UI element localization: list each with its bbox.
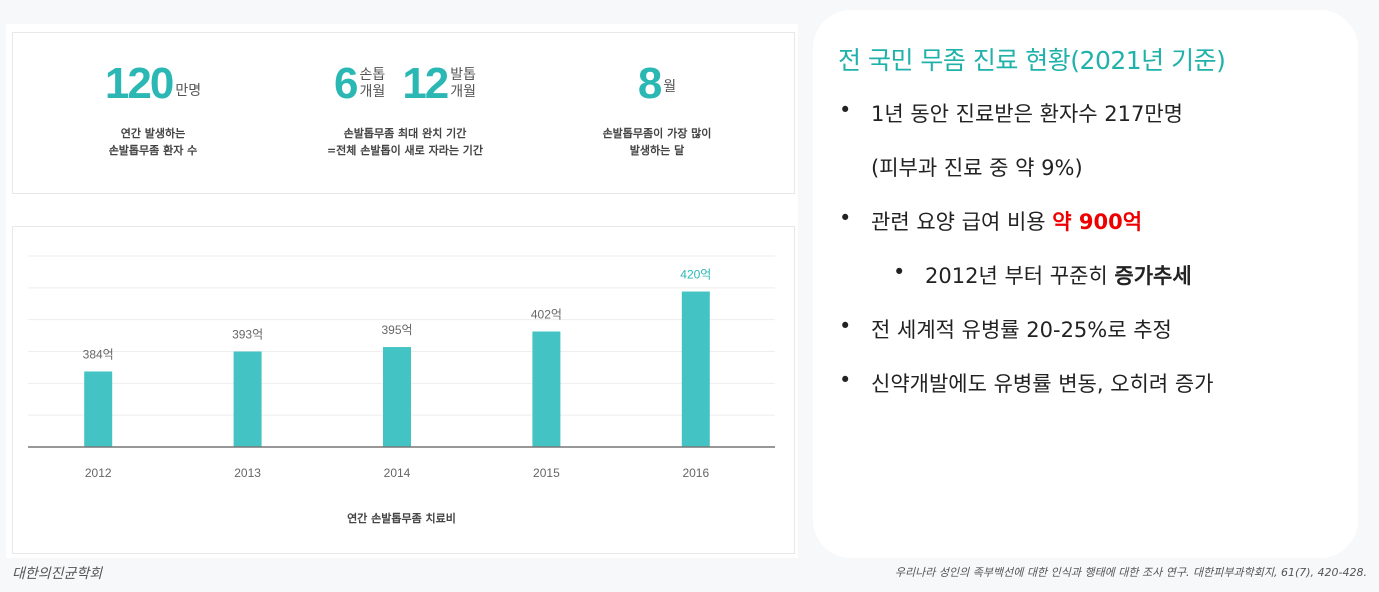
stat-unit: 손톱 (359, 67, 386, 83)
bullet-cost: • 관련 요양 급여 비용 약 900억 (839, 206, 1143, 236)
x-tick-label: 2013 (234, 466, 261, 480)
data-label: 384억 (83, 347, 114, 361)
bullet-text: 전 세계적 유병률 20-25%로 추정 (871, 318, 1172, 342)
bullet-icon: • (839, 368, 852, 392)
stat-unit: 개월 (450, 84, 477, 100)
stat-number: 8 (637, 59, 663, 108)
bullet-text: (피부과 진료 중 약 9%) (871, 156, 1083, 180)
stat-desc: 연간 발생하는 (120, 127, 186, 140)
stat-unit: 만명 (175, 82, 202, 99)
bullet-text: 1년 동안 진료받은 환자수 217만명 (871, 102, 1183, 126)
stat-unit: 발톱 (450, 67, 477, 83)
chart-title: 연간 손발톱무좀 치료비 (347, 511, 456, 525)
bold-text: 증가추세 (1114, 264, 1192, 288)
bar-2015 (532, 331, 561, 447)
bullet-text: 신약개발에도 유병률 변동, 오히려 증가 (871, 372, 1214, 396)
data-label: 420억 (680, 268, 711, 282)
stat-unit: 월 (663, 78, 677, 95)
stats-panel: 120 만명 연간 발생하는 손발톱무좀 환자 수 6 손톱 개월 12 발톱 개월 손발톱… (12, 32, 795, 194)
data-label: 402억 (531, 308, 562, 322)
bar-2012 (84, 371, 113, 447)
stat-desc: 발생하는 달 (629, 144, 685, 157)
stat-unit: 개월 (359, 84, 386, 100)
bar-2014 (383, 347, 411, 447)
bar-2016 (681, 291, 710, 447)
source-credit-right: 우리나라 성인의 족부백선에 대한 인식과 행태에 대한 조사 연구. 대한피부… (894, 566, 1367, 579)
card-title: 전 국민 무좀 진료 현황(2021년 기준) (838, 46, 1226, 75)
stat-desc: =전체 손발톱이 새로 자라는 기간 (326, 144, 484, 157)
x-tick-label: 2014 (384, 466, 411, 480)
bar-chart-svg: 384억 2012 393억 2013 395억 2014 402억 2015 420억 2016… (28, 255, 775, 525)
bullet-patients: • 1년 동안 진료받은 환자수 217만명 (839, 98, 1183, 128)
stat-number: 6 (333, 59, 359, 108)
bullet-icon: • (839, 314, 852, 338)
bullet-icon: • (839, 206, 852, 230)
x-tick-label: 2015 (533, 466, 560, 480)
bullet-icon: • (839, 98, 852, 122)
x-tick-label: 2016 (682, 466, 709, 480)
bullet-new-drugs: • 신약개발에도 유병률 변동, 오히려 증가 (839, 368, 1214, 398)
stat-cure-period: 6 손톱 개월 12 발톱 개월 손발톱무좀 최대 완치 기간 =전체 손발톱이 새로 자… (275, 33, 535, 159)
bar-chart: 384억 2012 393억 2013 395억 2014 402억 2015 420억 2016… (12, 226, 795, 554)
x-tick-label: 2012 (85, 466, 112, 480)
stat-desc: 손발톱무좀이 가장 많이 (602, 127, 712, 140)
source-credit-left: 대한의진균학회 (12, 566, 103, 582)
bullet-icon: • (893, 260, 906, 284)
data-label: 393억 (232, 328, 263, 342)
stat-number: 12 (402, 59, 449, 108)
stat-desc: 손발톱무좀 환자 수 (108, 144, 198, 157)
highlight-text: 약 900억 (1052, 210, 1143, 234)
bullet-text: 2012년 부터 꾸준히 (925, 264, 1115, 288)
stat-number: 120 (104, 59, 174, 108)
summary-card: 전 국민 무좀 진료 현황(2021년 기준) • 1년 동안 진료받은 환자수 … (813, 10, 1358, 558)
bullet-patients-sub: (피부과 진료 중 약 9%) (871, 152, 1083, 182)
data-label: 395억 (381, 323, 412, 337)
stat-desc: 손발톱무좀 최대 완치 기간 (343, 127, 467, 140)
bullet-trend: • 2012년 부터 꾸준히 증가추세 (893, 260, 1192, 290)
bar-2013 (233, 351, 262, 447)
bullet-text: 관련 요양 급여 비용 (871, 210, 1053, 234)
bullet-prevalence: • 전 세계적 유병률 20-25%로 추정 (839, 314, 1172, 344)
